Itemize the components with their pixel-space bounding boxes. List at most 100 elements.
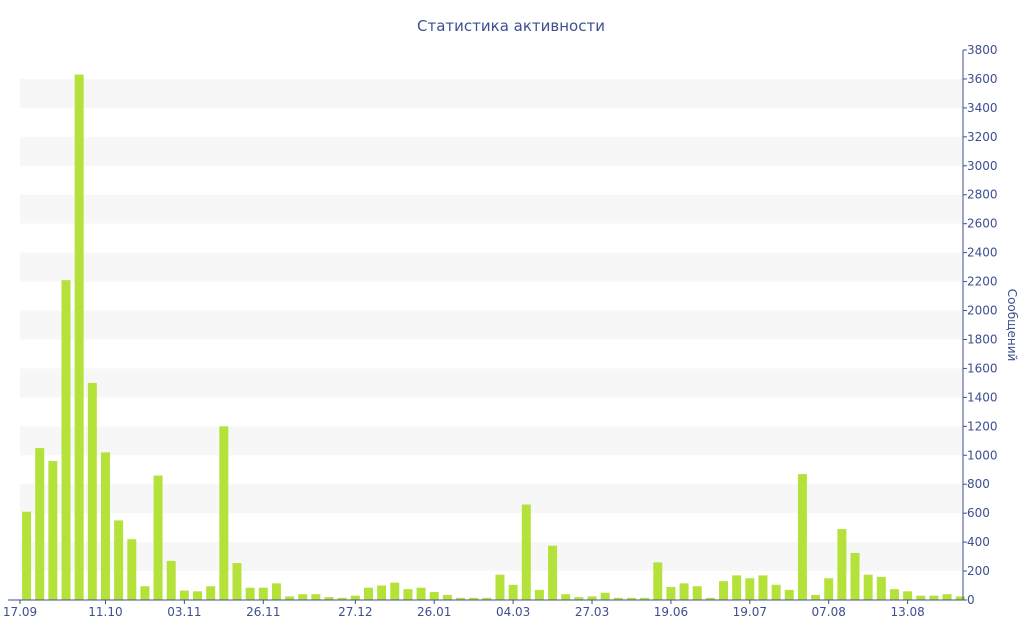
bar <box>574 597 584 600</box>
y-tick-label: 600 <box>967 506 990 520</box>
bar <box>193 591 203 600</box>
grid-band <box>20 252 963 282</box>
bar <box>587 596 597 600</box>
bar <box>390 582 400 600</box>
y-tick-label: 3400 <box>967 101 998 115</box>
y-tick-label: 2600 <box>967 217 998 231</box>
bar <box>797 474 807 600</box>
bar <box>758 575 768 600</box>
y-tick-label: 3000 <box>967 159 998 173</box>
bar <box>100 452 110 600</box>
bar <box>271 583 281 600</box>
bar <box>495 574 505 600</box>
y-tick-label: 2800 <box>967 188 998 202</box>
y-tick-label: 0 <box>967 593 975 607</box>
x-tick-label: 26.01 <box>417 605 451 619</box>
bar <box>824 578 834 600</box>
bar <box>653 562 663 600</box>
bar <box>456 597 466 600</box>
bar <box>745 578 755 600</box>
x-axis: 17.09 11.10 03.11 26.11 27.12 26.01 04.03 27.03… <box>3 599 963 619</box>
bar <box>916 595 926 600</box>
bar <box>311 594 321 600</box>
bar <box>140 586 150 600</box>
y-tick-label: 2000 <box>967 304 998 318</box>
y-tick-label: 1600 <box>967 361 998 375</box>
bar <box>429 592 439 600</box>
y-axis-label: Сообщений <box>1005 289 1019 362</box>
x-tick-label: 27.03 <box>575 605 609 619</box>
bar <box>942 594 952 600</box>
bar <box>285 596 295 600</box>
bar <box>732 575 742 600</box>
y-tick-label: 800 <box>967 477 990 491</box>
bar <box>298 594 308 600</box>
bar <box>692 586 702 600</box>
bar <box>245 587 255 600</box>
y-tick-label: 3600 <box>967 72 998 86</box>
bar <box>837 529 847 600</box>
bar <box>613 597 623 600</box>
y-tick-label: 1000 <box>967 448 998 462</box>
x-tick-label: 17.09 <box>3 605 37 619</box>
bar <box>377 585 387 600</box>
x-tick-label: 26.11 <box>246 605 280 619</box>
bar <box>166 560 176 600</box>
bars <box>22 74 965 600</box>
y-tick-label: 400 <box>967 535 990 549</box>
bar <box>442 594 452 600</box>
grid-band <box>20 368 963 398</box>
bar <box>337 597 347 600</box>
bar <box>850 552 860 600</box>
bar <box>127 539 137 600</box>
x-tick-label: 27.12 <box>338 605 372 619</box>
y-tick-label: 200 <box>967 564 990 578</box>
grid-band <box>20 136 963 166</box>
bar <box>324 597 334 600</box>
bar <box>87 382 97 600</box>
bar <box>48 461 58 600</box>
bar <box>74 74 84 600</box>
bar <box>363 587 373 600</box>
bar <box>626 597 636 600</box>
y-tick-label: 1800 <box>967 332 998 346</box>
bar <box>219 426 229 600</box>
bar <box>863 574 873 600</box>
bar <box>784 589 794 600</box>
bar <box>811 594 821 600</box>
y-tick-label: 3800 <box>967 43 998 57</box>
x-tick-label: 04.03 <box>496 605 530 619</box>
bar <box>548 545 558 600</box>
y-tick-label: 2400 <box>967 246 998 260</box>
x-tick-label: 19.07 <box>733 605 767 619</box>
bar <box>705 597 715 600</box>
grid-band <box>20 194 963 224</box>
x-tick-label: 07.08 <box>812 605 846 619</box>
bar <box>22 511 32 600</box>
x-tick-label: 13.08 <box>890 605 924 619</box>
bar <box>258 587 268 600</box>
bar <box>600 592 610 600</box>
chart-title: Статистика активности <box>417 17 605 35</box>
y-tick-label: 2200 <box>967 275 998 289</box>
bar <box>206 586 216 600</box>
bar <box>521 504 531 600</box>
y-tick-label: 3200 <box>967 130 998 144</box>
bar <box>534 589 544 600</box>
y-axis: 0 200 400 600 800 1000 1200 1400 1600 1800 2000 220… <box>962 43 998 607</box>
bar <box>771 584 781 600</box>
bar <box>232 563 242 600</box>
bar <box>679 583 689 600</box>
bar <box>153 475 163 600</box>
bar <box>889 589 899 600</box>
bar <box>508 584 518 600</box>
bar <box>114 520 124 600</box>
bar <box>416 587 426 600</box>
y-tick-label: 1400 <box>967 390 998 404</box>
grid-band <box>20 426 963 456</box>
bar <box>929 595 939 600</box>
x-tick-label: 11.10 <box>88 605 122 619</box>
y-tick-label: 1200 <box>967 419 998 433</box>
bar <box>666 586 676 600</box>
